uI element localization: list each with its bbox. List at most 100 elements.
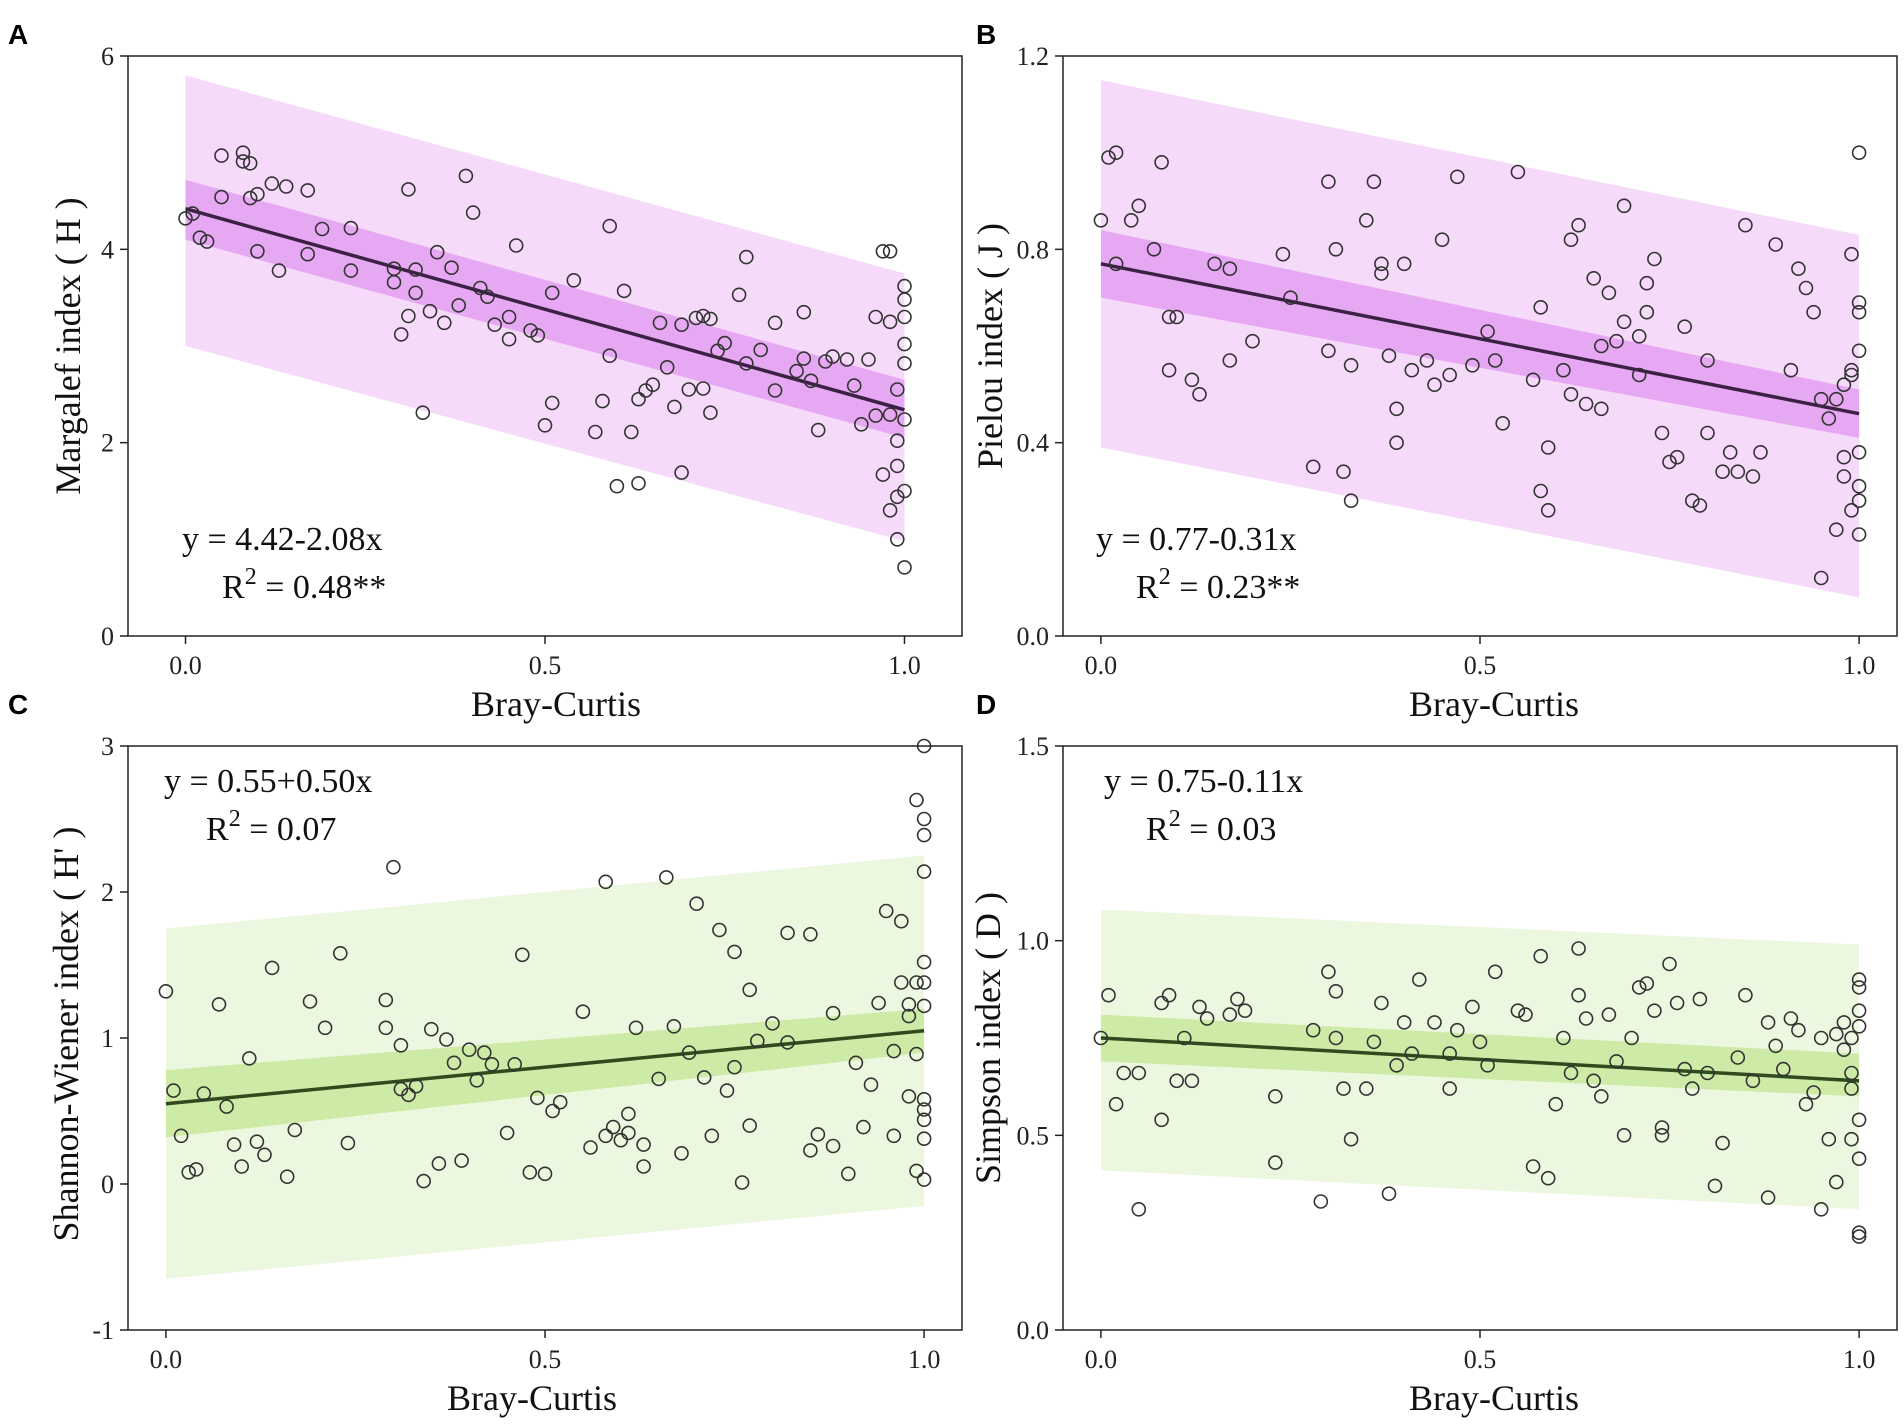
panel-b-data-point [1677, 319, 1692, 335]
panel-b-data-point [1639, 275, 1655, 291]
panel-d-data-point [1442, 1046, 1457, 1061]
panel-b-data-point [1639, 304, 1655, 320]
panel-b-data-point [1480, 324, 1495, 339]
panel-letter-a: A [8, 19, 28, 50]
panel-d-data-point [1844, 1131, 1859, 1147]
panel-d-data-point [1669, 995, 1685, 1011]
panel-c-data-point [696, 1070, 712, 1085]
panel-b-data-point [1692, 498, 1708, 513]
panel-d: D 0.0 0.5 1.0 0.0 0.5 1.0 1.5 Bray-Curtis Sim… [968, 689, 1898, 1418]
panel-b-y-tick-label: 0.8 [1017, 235, 1050, 264]
panel-b-data-point [1836, 449, 1852, 465]
panel-d-data-point [1131, 1202, 1147, 1217]
panel-b-data-point [1321, 343, 1336, 359]
panel-b-data-point [1222, 353, 1238, 368]
panel-b-data-point [1798, 280, 1814, 296]
panel-c-data-point [234, 1159, 249, 1174]
panel-a-data-point [192, 230, 208, 245]
panel-b-y-ticks: 0.0 0.4 0.8 1.2 [1017, 42, 1063, 651]
panel-d-data-point [1806, 1085, 1821, 1100]
panel-c-data-point [749, 1033, 765, 1049]
panel-a-data-point [250, 186, 265, 202]
panel-d-data-point [1359, 1081, 1374, 1096]
panel-c-y-axis-label: Shannon-Wiener index ( H' ) [46, 827, 86, 1242]
panel-c-data-point [909, 1046, 924, 1062]
panel-c-data-point [287, 1122, 303, 1138]
panel-c-data-point [916, 1172, 932, 1187]
panel-b-data-point [1366, 174, 1382, 189]
panel-a-data-point [178, 211, 193, 226]
panel-b-data-point [1525, 372, 1541, 388]
panel-a-y-tick-label: 4 [101, 235, 114, 264]
panel-b-data-point [1540, 440, 1556, 455]
panel-a-data-point [897, 412, 912, 427]
panel-a-data-point [465, 205, 481, 220]
panel-b-data-point [1578, 396, 1594, 412]
panel-d-data-point [1427, 1015, 1442, 1030]
panel-a-data-point [695, 381, 711, 396]
panel-c-data-point [636, 1137, 651, 1152]
panel-a-data-point [789, 363, 804, 379]
panel-b-data-point [1146, 242, 1162, 257]
panel-a-data-point [429, 244, 445, 260]
panel-c-data-point [734, 1175, 750, 1190]
panel-d-y-ticks: 0.0 0.5 1.0 1.5 [1017, 732, 1063, 1345]
panel-a-data-point [695, 308, 711, 324]
panel-d-data-point [1442, 1081, 1457, 1096]
panel-b-data-point [1093, 213, 1109, 228]
panel-d-data-point [1313, 1194, 1329, 1209]
panel-a-data-point [731, 287, 747, 303]
panel-c-data-point [909, 1163, 924, 1179]
panel-b-data-point [1601, 285, 1617, 301]
panel-c-data-point [916, 827, 932, 843]
panel-c-data-point [219, 1099, 234, 1114]
panel-b-data-point [1616, 314, 1632, 330]
panel-d-data-point [1730, 1050, 1746, 1065]
panel-d-data-point [1738, 987, 1753, 1003]
panel-b-data-point [1389, 401, 1404, 417]
panel-c-data-point [446, 1055, 462, 1071]
panel-d-data-point [1700, 1065, 1715, 1081]
panel-b-data-point [1829, 522, 1844, 538]
panel-a-x-ticks: 0.0 0.5 1.0 [169, 636, 921, 680]
panel-d-data-point [1222, 1007, 1238, 1022]
panel-a-data-point [501, 331, 517, 347]
panel-c-data-point [916, 954, 932, 970]
panel-b-data-point [1450, 169, 1465, 185]
panel-c-y-tick-label: 0 [101, 1170, 114, 1199]
panel-b-data-point [1821, 411, 1837, 426]
panel-d-regression-line [1100, 1036, 1860, 1083]
panel-b-data-point [1396, 256, 1412, 272]
panel-b-y-tick-label: 0.4 [1017, 429, 1050, 458]
panel-c-data-point [689, 896, 704, 912]
panel-a-data-point [825, 349, 840, 364]
panel-a-data-point [544, 395, 560, 411]
panel-c-data-point [727, 944, 742, 960]
panel-b-data-point [1813, 570, 1829, 586]
panel-a-data-point [242, 156, 258, 171]
panel-a-data-point [587, 424, 603, 440]
panel-d-data-point [1745, 1073, 1761, 1089]
panel-c-y-tick-label: 1 [101, 1024, 114, 1053]
panel-a-data-point [767, 383, 783, 398]
panel-b-data-point [1768, 237, 1783, 252]
panel-b-data-point [1738, 217, 1753, 233]
panel-b-x-tick-label: 0.0 [1085, 651, 1118, 680]
panel-c-data-point [302, 994, 318, 1009]
panel-c-x-axis-label: Bray-Curtis [447, 1378, 617, 1418]
panel-c-y-tick-label: 3 [101, 732, 114, 761]
panel-b-data-point [1586, 270, 1601, 286]
panel-a-data-point [185, 206, 200, 221]
panel-c-data-point [257, 1147, 272, 1163]
panel-b-data-point [1495, 415, 1510, 431]
panel-d-x-ticks: 0.0 0.5 1.0 [1085, 1330, 1875, 1374]
panel-c-data-point [712, 922, 727, 938]
panel-d-data-point [1601, 1007, 1617, 1022]
panel-b-data-point [1533, 299, 1548, 315]
panel-a-data-point [602, 218, 618, 234]
panel-c-data-point [431, 1156, 447, 1171]
panel-d-data-point [1192, 999, 1207, 1015]
panel-b-data-point [1169, 309, 1184, 325]
panel-c: C 0.0 0.5 1.0 -1 0 1 2 3 Bray-Curtis Shannon-W… [8, 689, 963, 1418]
